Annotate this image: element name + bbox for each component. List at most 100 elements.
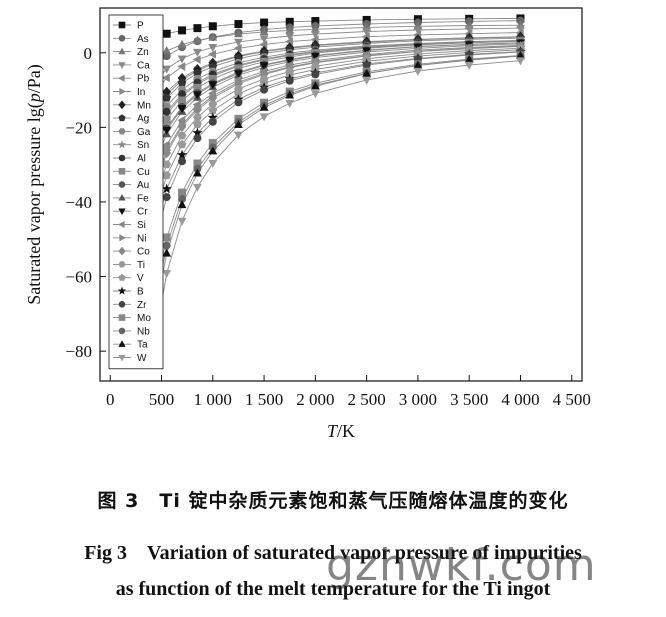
legend-marker-ga — [118, 128, 126, 135]
data-point-ca-3 — [193, 48, 202, 57]
data-point-ag-2 — [177, 78, 187, 87]
legend-label-in: In — [137, 87, 145, 98]
chart-axis-labels: T/K Saturated vapor pressure lg(p/Pa) — [24, 64, 355, 441]
data-point-pb-2 — [177, 62, 186, 71]
data-point-w-5 — [234, 131, 243, 140]
data-point-pb-4 — [208, 49, 217, 59]
data-point-w-8 — [310, 90, 320, 99]
legend-marker-as — [118, 35, 126, 42]
data-point-co-2 — [177, 121, 187, 132]
data-point-zn-2 — [177, 39, 187, 48]
data-point-ag-3 — [193, 68, 202, 77]
data-point-b-4 — [207, 112, 218, 123]
legend-marker-ca — [118, 62, 126, 69]
legend-label-ca: Ca — [137, 60, 150, 71]
legend-box — [108, 14, 164, 370]
data-point-ti-2 — [177, 131, 187, 140]
legend-marker-w — [118, 354, 126, 362]
data-point-mo-3 — [193, 159, 202, 168]
legend-marker-sn — [117, 140, 127, 149]
figure-caption-chinese: 图 3 Ti 锭中杂质元素饱和蒸气压随熔体温度的变化 — [97, 490, 569, 512]
y-axis-label: Saturated vapor pressure lg(p/Pa) — [24, 64, 45, 304]
x-axis-label: T/K — [327, 421, 355, 441]
y-tick-label: −20 — [65, 118, 92, 137]
data-point-ta-5 — [234, 119, 243, 128]
data-point-ta-4 — [208, 146, 218, 155]
data-point-w-4 — [208, 159, 218, 168]
data-point-mo-4 — [208, 139, 217, 148]
data-point-w-11 — [464, 61, 474, 70]
legend-marker-cr — [118, 208, 126, 216]
y-tick-label: −60 — [65, 268, 92, 287]
data-point-co-4 — [208, 92, 218, 104]
legend-label-mo: Mo — [137, 313, 151, 324]
data-point-zr-1 — [162, 193, 171, 202]
data-point-cr-6 — [259, 62, 269, 71]
data-point-cu-3 — [193, 83, 202, 92]
data-point-si-2 — [177, 115, 186, 125]
data-point-co-3 — [193, 104, 202, 116]
plot-frame — [99, 7, 583, 382]
series-line-v — [150, 49, 521, 229]
data-point-p-5 — [234, 20, 243, 29]
data-point-ca-11 — [464, 25, 474, 34]
series-line-mo — [150, 54, 521, 314]
data-point-ca-7 — [285, 32, 295, 41]
legend-marker-ti — [118, 261, 126, 268]
data-point-mn-1 — [162, 86, 172, 98]
data-point-zn-7 — [285, 25, 295, 34]
legend-label-pb: Pb — [137, 74, 150, 85]
data-point-w-10 — [413, 67, 423, 76]
vapor-pressure-chart: 0 500 1 000 1 500 2 000 2 500 3 000 3 500 4 000 4… — [24, 7, 591, 441]
data-point-zr-6 — [260, 85, 269, 94]
legend-label-v: V — [137, 273, 144, 284]
data-point-zr-5 — [234, 98, 243, 107]
data-point-zr-7 — [285, 76, 294, 85]
data-point-ca-8 — [310, 30, 320, 39]
data-point-w-9 — [362, 76, 372, 85]
data-point-ta-8 — [310, 81, 320, 90]
legend-label-fe: Fe — [137, 193, 149, 204]
x-tick-label: 3 500 — [450, 390, 488, 409]
data-point-v-4 — [208, 105, 218, 115]
data-point-ca-10 — [413, 26, 423, 35]
data-point-w-7 — [285, 99, 295, 108]
data-point-nb-2 — [178, 194, 187, 203]
legend-marker-mo — [118, 314, 126, 321]
x-tick-label: 1 500 — [245, 390, 283, 409]
legend-marker-pb — [118, 74, 125, 82]
data-point-ti-3 — [193, 113, 202, 122]
data-point-ca-6 — [259, 35, 269, 44]
data-point-cr-7 — [285, 57, 295, 66]
data-point-cr-1 — [162, 126, 172, 135]
legend-label-b: B — [137, 287, 144, 298]
data-point-ag-1 — [162, 93, 172, 102]
data-point-p-6 — [260, 18, 269, 27]
legend-marker-ag — [118, 114, 126, 122]
data-point-al-1 — [162, 107, 171, 116]
data-point-zr-9 — [362, 61, 371, 70]
x-tick-label: 0 — [106, 390, 115, 409]
data-point-p-9 — [362, 15, 371, 24]
x-tick-label: 3 000 — [399, 390, 437, 409]
legend-marker-v — [118, 273, 126, 281]
legend-marker-zn — [118, 47, 126, 55]
x-tick-label: 1 000 — [194, 390, 232, 409]
data-point-si-1 — [161, 140, 170, 150]
series-line-sn — [150, 40, 521, 147]
legend-label-nb: Nb — [137, 326, 150, 337]
data-point-nb-1 — [162, 241, 171, 250]
legend-marker-nb — [118, 327, 126, 335]
legend-label-ta: Ta — [137, 340, 148, 351]
legend-label-zn: Zn — [137, 47, 149, 58]
data-point-p-1 — [162, 29, 171, 38]
data-point-cu-1 — [162, 115, 171, 124]
legend-label-ag: Ag — [137, 114, 149, 125]
data-point-ca-4 — [208, 43, 218, 52]
legend-label-p: P — [137, 21, 144, 32]
data-point-zr-8 — [311, 70, 320, 79]
data-point-pb-6 — [259, 40, 268, 49]
legend-marker-au — [118, 181, 126, 188]
data-point-zn-1 — [162, 46, 172, 55]
legend-label-cu: Cu — [137, 167, 150, 178]
